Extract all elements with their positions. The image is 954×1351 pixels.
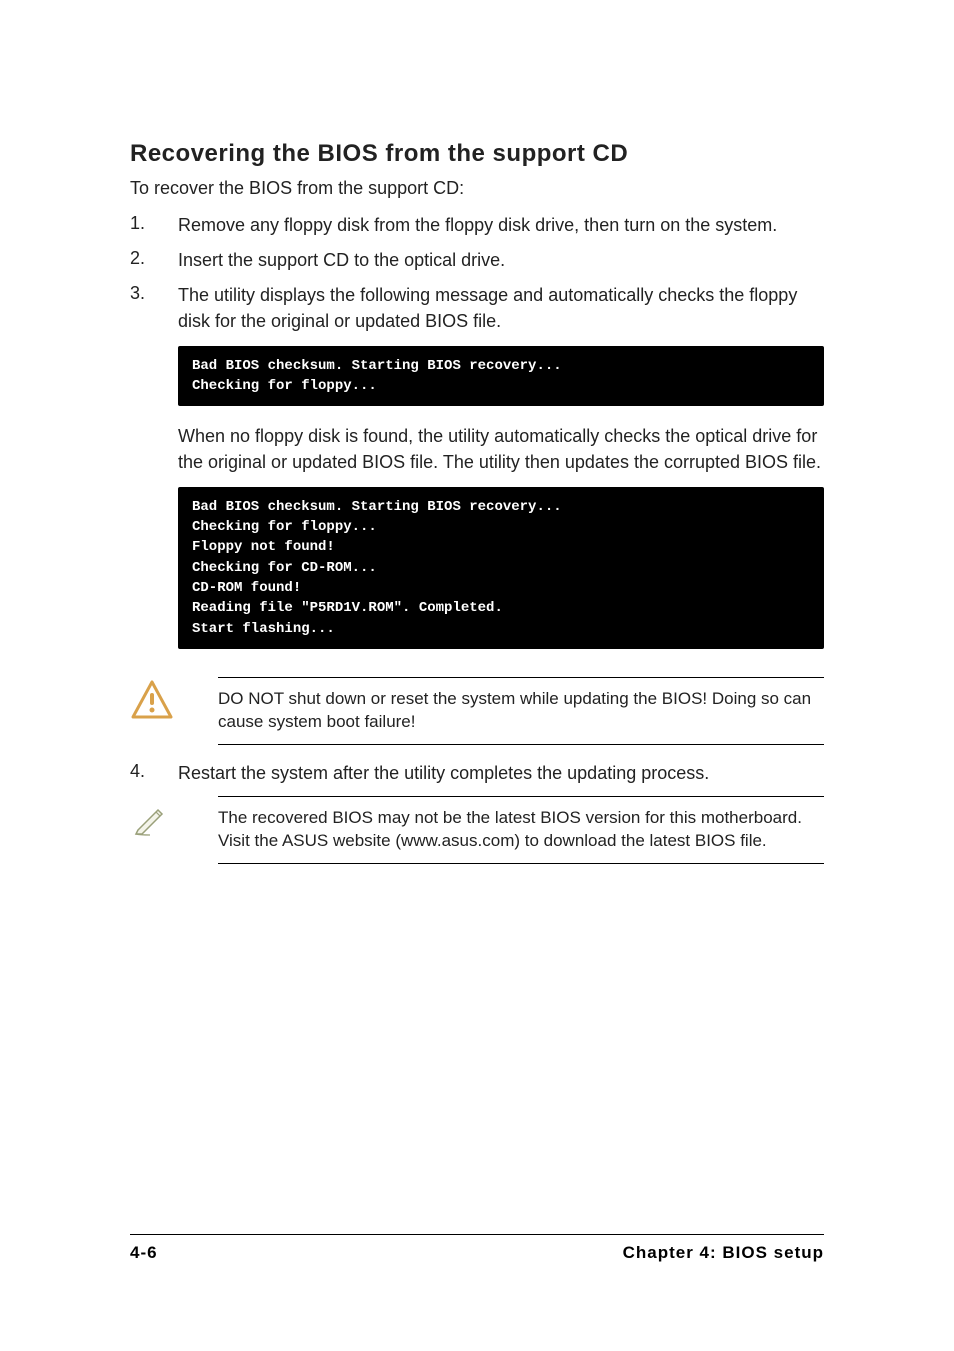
chapter-label: Chapter 4: BIOS setup (623, 1243, 824, 1263)
list-number: 4. (130, 761, 178, 782)
page-number: 4-6 (130, 1243, 158, 1263)
footer-rule (130, 1234, 824, 1235)
warning-icon (130, 677, 218, 721)
list-number: 2. (130, 248, 178, 269)
list-item: 3. The utility displays the following me… (130, 283, 824, 666)
pencil-icon (130, 796, 218, 838)
page-footer: 4-6 Chapter 4: BIOS setup (130, 1234, 824, 1263)
ordered-list: 1. Remove any floppy disk from the flopp… (130, 213, 824, 667)
list-text: Remove any floppy disk from the floppy d… (178, 213, 824, 238)
list-text: Restart the system after the utility com… (178, 761, 824, 786)
intro-text: To recover the BIOS from the support CD: (130, 178, 824, 199)
list-text: Insert the support CD to the optical dri… (178, 248, 824, 273)
ordered-list-continued: 4. Restart the system after the utility … (130, 761, 824, 786)
section-title: Recovering the BIOS from the support CD (130, 140, 824, 168)
warning-text: DO NOT shut down or reset the system whi… (218, 688, 824, 734)
document-page: Recovering the BIOS from the support CD … (0, 0, 954, 1351)
list-item: 1. Remove any floppy disk from the flopp… (130, 213, 824, 238)
warning-callout: DO NOT shut down or reset the system whi… (130, 677, 824, 745)
code-block-1: Bad BIOS checksum. Starting BIOS recover… (178, 346, 824, 407)
list-text-continued: When no floppy disk is found, the utilit… (178, 424, 824, 474)
list-item: 2. Insert the support CD to the optical … (130, 248, 824, 273)
list-text: The utility displays the following messa… (178, 283, 824, 333)
list-number: 1. (130, 213, 178, 234)
list-number: 3. (130, 283, 178, 304)
note-callout: The recovered BIOS may not be the latest… (130, 796, 824, 864)
code-block-2: Bad BIOS checksum. Starting BIOS recover… (178, 487, 824, 649)
note-text: The recovered BIOS may not be the latest… (218, 807, 824, 853)
list-item: 4. Restart the system after the utility … (130, 761, 824, 786)
